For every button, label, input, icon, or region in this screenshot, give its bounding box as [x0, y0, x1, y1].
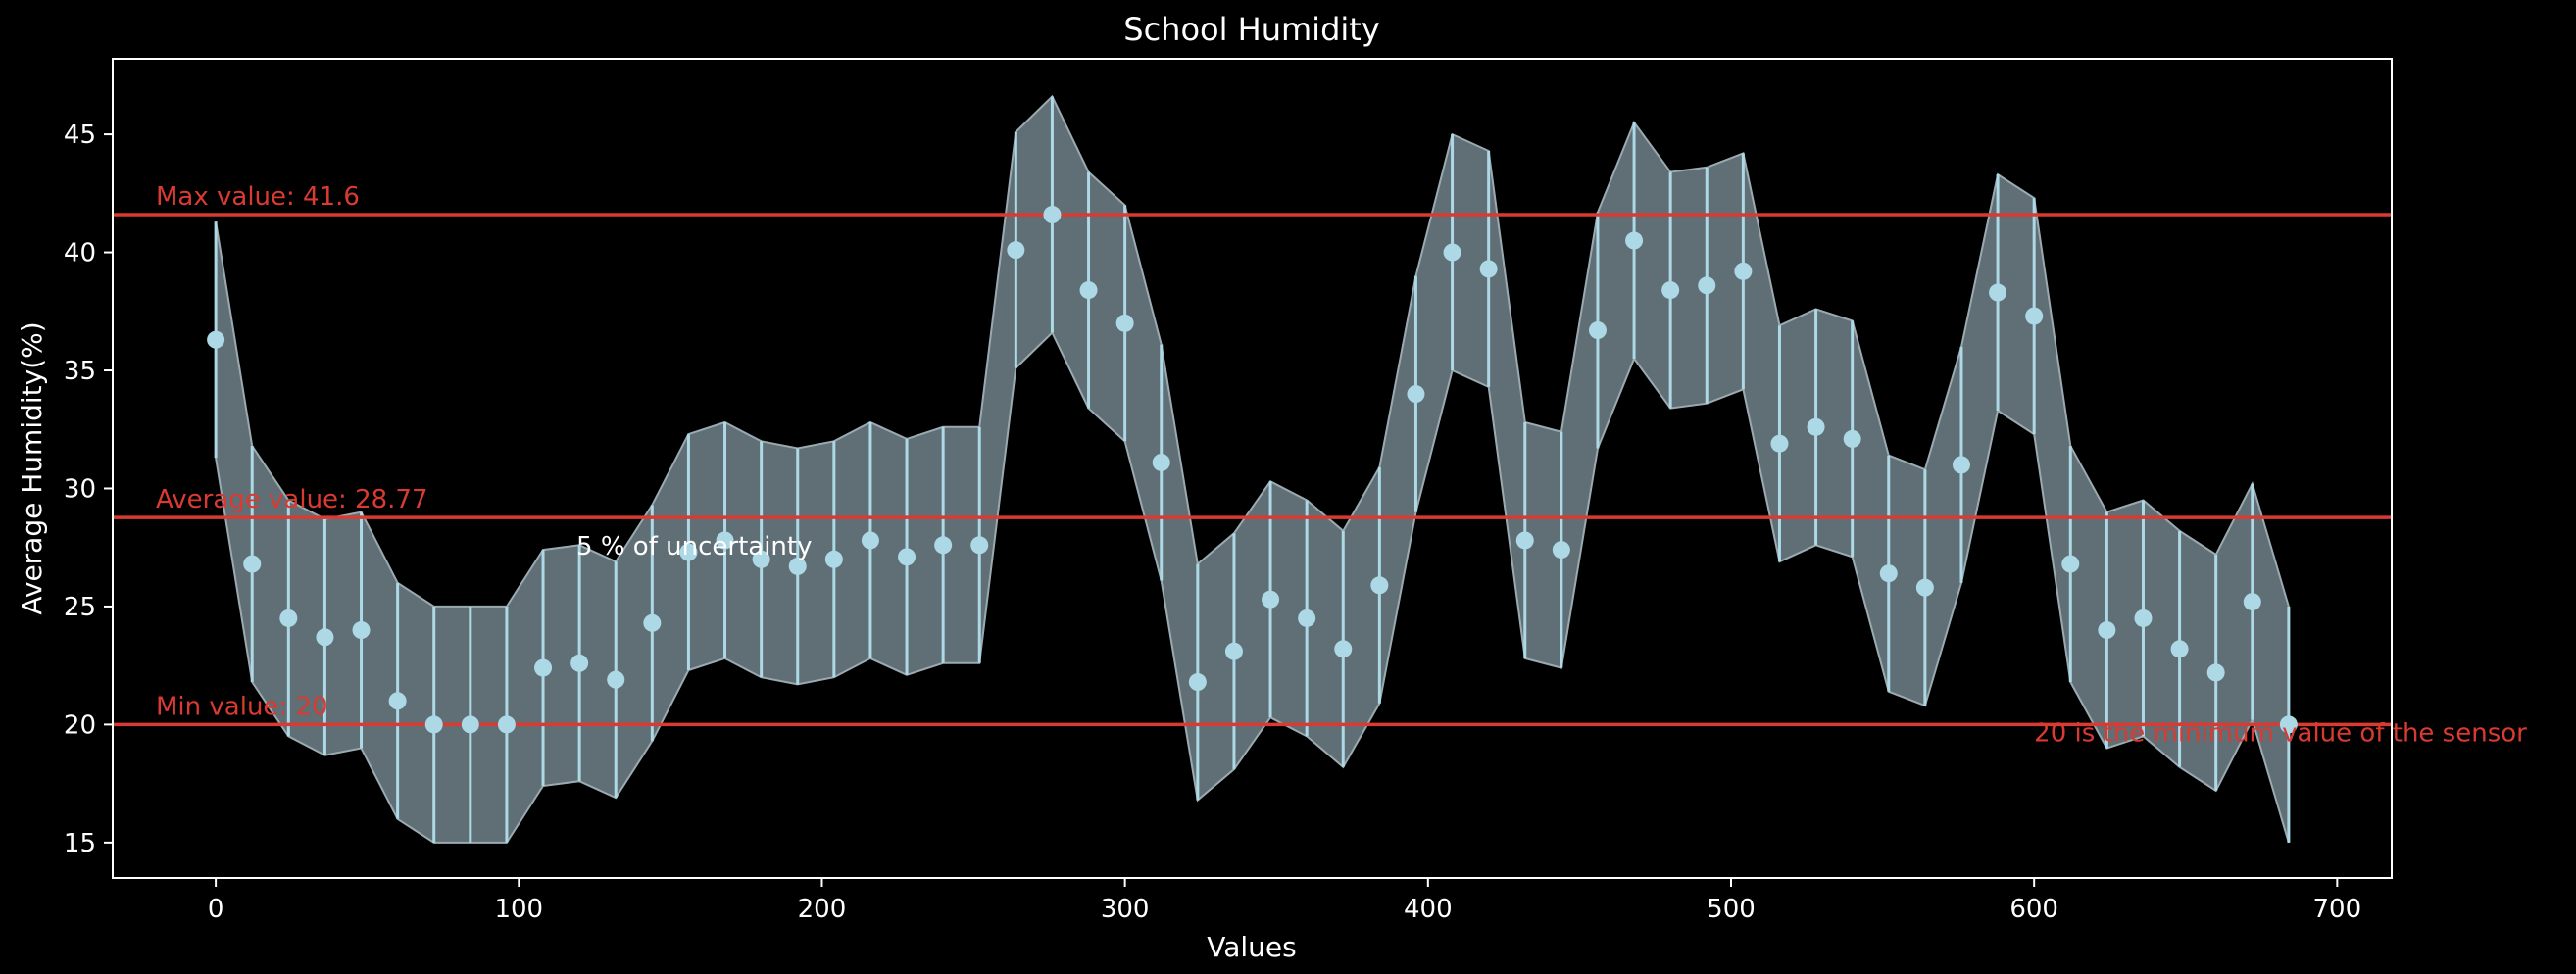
- y-tick-label: 45: [64, 121, 96, 150]
- data-point: [2279, 715, 2298, 734]
- data-point: [1661, 281, 1680, 300]
- reference-line-label: Min value: 20: [156, 692, 328, 721]
- data-point: [388, 692, 407, 710]
- reference-line-label: Max value: 41.6: [156, 182, 360, 212]
- data-point: [2098, 621, 2116, 640]
- data-point: [1734, 262, 1753, 280]
- axes: 0 100 200 300 400 500 600 700 15 20 25 30 35 40 45: [64, 121, 2361, 924]
- data-point: [461, 715, 479, 734]
- data-point: [1588, 321, 1607, 340]
- data-point: [1407, 385, 1425, 404]
- data-point: [1443, 243, 1461, 262]
- data-point: [1479, 260, 1498, 278]
- data-point: [1552, 541, 1570, 560]
- data-point: [861, 531, 879, 550]
- data-point: [824, 550, 843, 568]
- data-point: [2206, 663, 2225, 682]
- data-point: [1952, 456, 1970, 474]
- data-point: [1043, 206, 1062, 224]
- annotation-text: 20 is the minimum value of the sensor: [2034, 718, 2527, 748]
- data-point: [1915, 578, 1934, 597]
- data-point: [1370, 576, 1389, 595]
- y-tick-label: 15: [64, 829, 96, 858]
- x-tick-label: 100: [494, 895, 543, 924]
- data-point: [1625, 231, 1644, 250]
- data-point: [1770, 434, 1789, 453]
- y-tick-label: 35: [64, 357, 96, 386]
- data-point: [243, 555, 262, 573]
- data-point: [643, 613, 662, 632]
- data-point: [1188, 673, 1207, 692]
- data-point: [1115, 314, 1134, 332]
- data-point: [1989, 283, 2007, 302]
- data-point: [2025, 307, 2044, 325]
- y-tick-label: 20: [64, 710, 96, 740]
- uncertainty-band: [215, 94, 2290, 844]
- data-point: [570, 654, 589, 672]
- data-point: [970, 536, 989, 555]
- data-point: [352, 621, 371, 640]
- data-point: [1807, 417, 1825, 436]
- data-point: [1079, 281, 1098, 300]
- data-point: [2061, 555, 2080, 573]
- data-point: [2134, 609, 2153, 627]
- data-point: [534, 658, 553, 677]
- x-tick-label: 500: [1707, 895, 1756, 924]
- data-point: [207, 330, 225, 349]
- plot-area: Max value: 41.6 Average value: 28.77 Min v…: [113, 94, 2527, 844]
- y-tick-label: 30: [64, 474, 96, 504]
- data-point: [1262, 590, 1280, 609]
- data-point: [497, 715, 516, 734]
- plot-frame: [112, 58, 2393, 879]
- data-point: [716, 531, 734, 550]
- data-point: [424, 715, 443, 734]
- y-tick-label: 25: [64, 593, 96, 622]
- data-point: [2170, 640, 2189, 658]
- y-axis-label: Average Humidity(%): [16, 321, 48, 614]
- data-point: [1515, 531, 1534, 550]
- x-tick-label: 0: [208, 895, 224, 924]
- chart-title: School Humidity: [1123, 11, 1380, 48]
- x-axis-label: Values: [1207, 931, 1296, 963]
- data-point: [1843, 429, 1861, 448]
- data-point: [1698, 276, 1716, 295]
- data-point: [1152, 453, 1170, 471]
- x-tick-label: 200: [798, 895, 847, 924]
- x-tick-label: 600: [2009, 895, 2058, 924]
- data-point: [1334, 640, 1353, 658]
- x-tick-label: 700: [2313, 895, 2362, 924]
- data-point: [607, 670, 625, 689]
- data-point: [934, 536, 953, 555]
- data-point: [1879, 564, 1898, 583]
- data-point: [1224, 642, 1243, 660]
- data-point: [1298, 609, 1316, 627]
- data-point: [316, 628, 334, 647]
- data-point: [679, 543, 698, 561]
- x-tick-label: 300: [1101, 895, 1150, 924]
- data-point: [898, 548, 916, 566]
- y-tick-label: 40: [64, 239, 96, 268]
- annotation-text: 5 % of uncertainty: [576, 532, 812, 561]
- data-point: [2243, 593, 2261, 611]
- reference-line-label: Average value: 28.77: [156, 485, 428, 514]
- data-point: [788, 557, 807, 575]
- data-point: [1007, 241, 1025, 260]
- data-point: [279, 609, 298, 627]
- x-tick-label: 400: [1404, 895, 1453, 924]
- data-point: [752, 550, 770, 568]
